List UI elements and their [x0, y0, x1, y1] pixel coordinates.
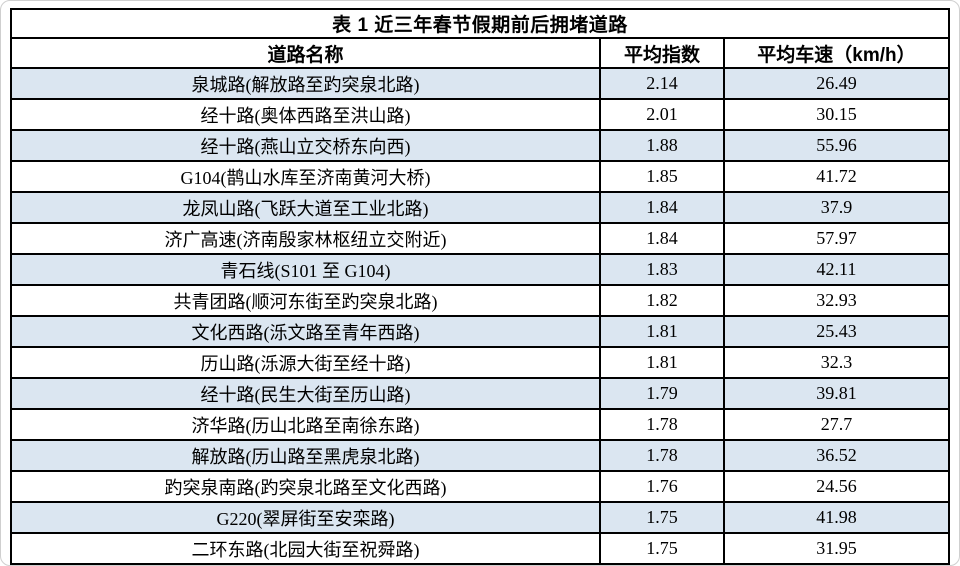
- table-row: G220(翠屏街至安栾路) 1.75 41.98: [9, 501, 951, 534]
- table-body: 泉城路(解放路至趵突泉北路) 2.14 26.49 经十路(奥体西路至洪山路) 2.01…: [9, 67, 951, 565]
- table-row: 龙凤山路(飞跃大道至工业北路) 1.84 37.9: [9, 191, 951, 224]
- avg-index-cell: 1.78: [599, 408, 725, 441]
- road-name-cell: 龙凤山路(飞跃大道至工业北路): [9, 191, 602, 224]
- avg-speed-cell: 32.93: [722, 284, 951, 317]
- table-row: 经十路(民生大街至历山路) 1.79 39.81: [9, 377, 951, 410]
- road-name-cell: 解放路(历山路至黑虎泉北路): [9, 439, 602, 472]
- road-name-cell: G220(翠屏街至安栾路): [9, 501, 602, 534]
- table-row: G104(鹊山水库至济南黄河大桥) 1.85 41.72: [9, 160, 951, 193]
- avg-index-cell: 1.75: [599, 501, 725, 534]
- table-title-row: 表 1 近三年春节假期前后拥堵道路: [10, 8, 950, 39]
- avg-speed-cell: 41.72: [722, 160, 951, 193]
- avg-speed-cell: 24.56: [722, 470, 951, 503]
- avg-index-cell: 1.78: [599, 439, 725, 472]
- table-row: 青石线(S101 至 G104) 1.83 42.11: [9, 253, 951, 286]
- avg-speed-cell: 25.43: [722, 315, 951, 348]
- table-row: 解放路(历山路至黑虎泉北路) 1.78 36.52: [9, 439, 951, 472]
- table-row: 济广高速(济南殷家林枢纽立交附近) 1.84 57.97: [9, 222, 951, 255]
- avg-index-cell: 2.01: [599, 98, 725, 131]
- table-row: 泉城路(解放路至趵突泉北路) 2.14 26.49: [9, 67, 951, 100]
- avg-index-cell: 1.84: [599, 191, 725, 224]
- table-title: 表 1 近三年春节假期前后拥堵道路: [10, 8, 950, 39]
- column-header-avg-index: 平均指数: [599, 37, 725, 69]
- avg-speed-cell: 42.11: [722, 253, 951, 286]
- table-row: 济华路(历山北路至南徐东路) 1.78 27.7: [9, 408, 951, 441]
- avg-speed-cell: 30.15: [722, 98, 951, 131]
- table-row: 二环东路(北园大街至祝舜路) 1.75 31.95: [9, 532, 951, 565]
- avg-speed-cell: 31.95: [722, 532, 951, 565]
- avg-index-cell: 1.75: [599, 532, 725, 565]
- avg-index-cell: 2.14: [599, 67, 725, 100]
- table-header-row: 道路名称 平均指数 平均车速（km/h）: [9, 37, 951, 69]
- avg-speed-cell: 55.96: [722, 129, 951, 162]
- column-header-avg-speed: 平均车速（km/h）: [722, 37, 951, 69]
- table-row: 共青团路(顺河东街至趵突泉北路) 1.82 32.93: [9, 284, 951, 317]
- road-name-cell: 经十路(民生大街至历山路): [9, 377, 602, 410]
- road-name-cell: 经十路(奥体西路至洪山路): [9, 98, 602, 131]
- road-name-cell: 青石线(S101 至 G104): [9, 253, 602, 286]
- road-name-cell: 二环东路(北园大街至祝舜路): [9, 532, 602, 565]
- avg-speed-cell: 27.7: [722, 408, 951, 441]
- avg-speed-cell: 37.9: [722, 191, 951, 224]
- avg-index-cell: 1.85: [599, 160, 725, 193]
- avg-index-cell: 1.84: [599, 222, 725, 255]
- table-row: 历山路(泺源大街至经十路) 1.81 32.3: [9, 346, 951, 379]
- avg-speed-cell: 57.97: [722, 222, 951, 255]
- avg-index-cell: 1.81: [599, 315, 725, 348]
- avg-speed-cell: 26.49: [722, 67, 951, 100]
- avg-index-cell: 1.79: [599, 377, 725, 410]
- road-name-cell: 济华路(历山北路至南徐东路): [9, 408, 602, 441]
- road-name-cell: 历山路(泺源大街至经十路): [9, 346, 602, 379]
- road-name-cell: 济广高速(济南殷家林枢纽立交附近): [9, 222, 602, 255]
- avg-index-cell: 1.81: [599, 346, 725, 379]
- table-row: 趵突泉南路(趵突泉北路至文化西路) 1.76 24.56: [9, 470, 951, 503]
- table-row: 文化西路(泺文路至青年西路) 1.81 25.43: [9, 315, 951, 348]
- table-row: 经十路(燕山立交桥东向西) 1.88 55.96: [9, 129, 951, 162]
- road-name-cell: 泉城路(解放路至趵突泉北路): [9, 67, 602, 100]
- avg-speed-cell: 39.81: [722, 377, 951, 410]
- avg-index-cell: 1.88: [599, 129, 725, 162]
- congestion-table: 表 1 近三年春节假期前后拥堵道路 道路名称 平均指数 平均车速（km/h） 泉…: [9, 8, 951, 565]
- avg-speed-cell: 41.98: [722, 501, 951, 534]
- avg-index-cell: 1.83: [599, 253, 725, 286]
- road-name-cell: G104(鹊山水库至济南黄河大桥): [9, 160, 602, 193]
- road-name-cell: 共青团路(顺河东街至趵突泉北路): [9, 284, 602, 317]
- road-name-cell: 文化西路(泺文路至青年西路): [9, 315, 602, 348]
- column-header-road-name: 道路名称: [9, 37, 602, 69]
- road-name-cell: 趵突泉南路(趵突泉北路至文化西路): [9, 470, 602, 503]
- road-name-cell: 经十路(燕山立交桥东向西): [9, 129, 602, 162]
- avg-speed-cell: 36.52: [722, 439, 951, 472]
- table-row: 经十路(奥体西路至洪山路) 2.01 30.15: [9, 98, 951, 131]
- avg-index-cell: 1.82: [599, 284, 725, 317]
- avg-index-cell: 1.76: [599, 470, 725, 503]
- avg-speed-cell: 32.3: [722, 346, 951, 379]
